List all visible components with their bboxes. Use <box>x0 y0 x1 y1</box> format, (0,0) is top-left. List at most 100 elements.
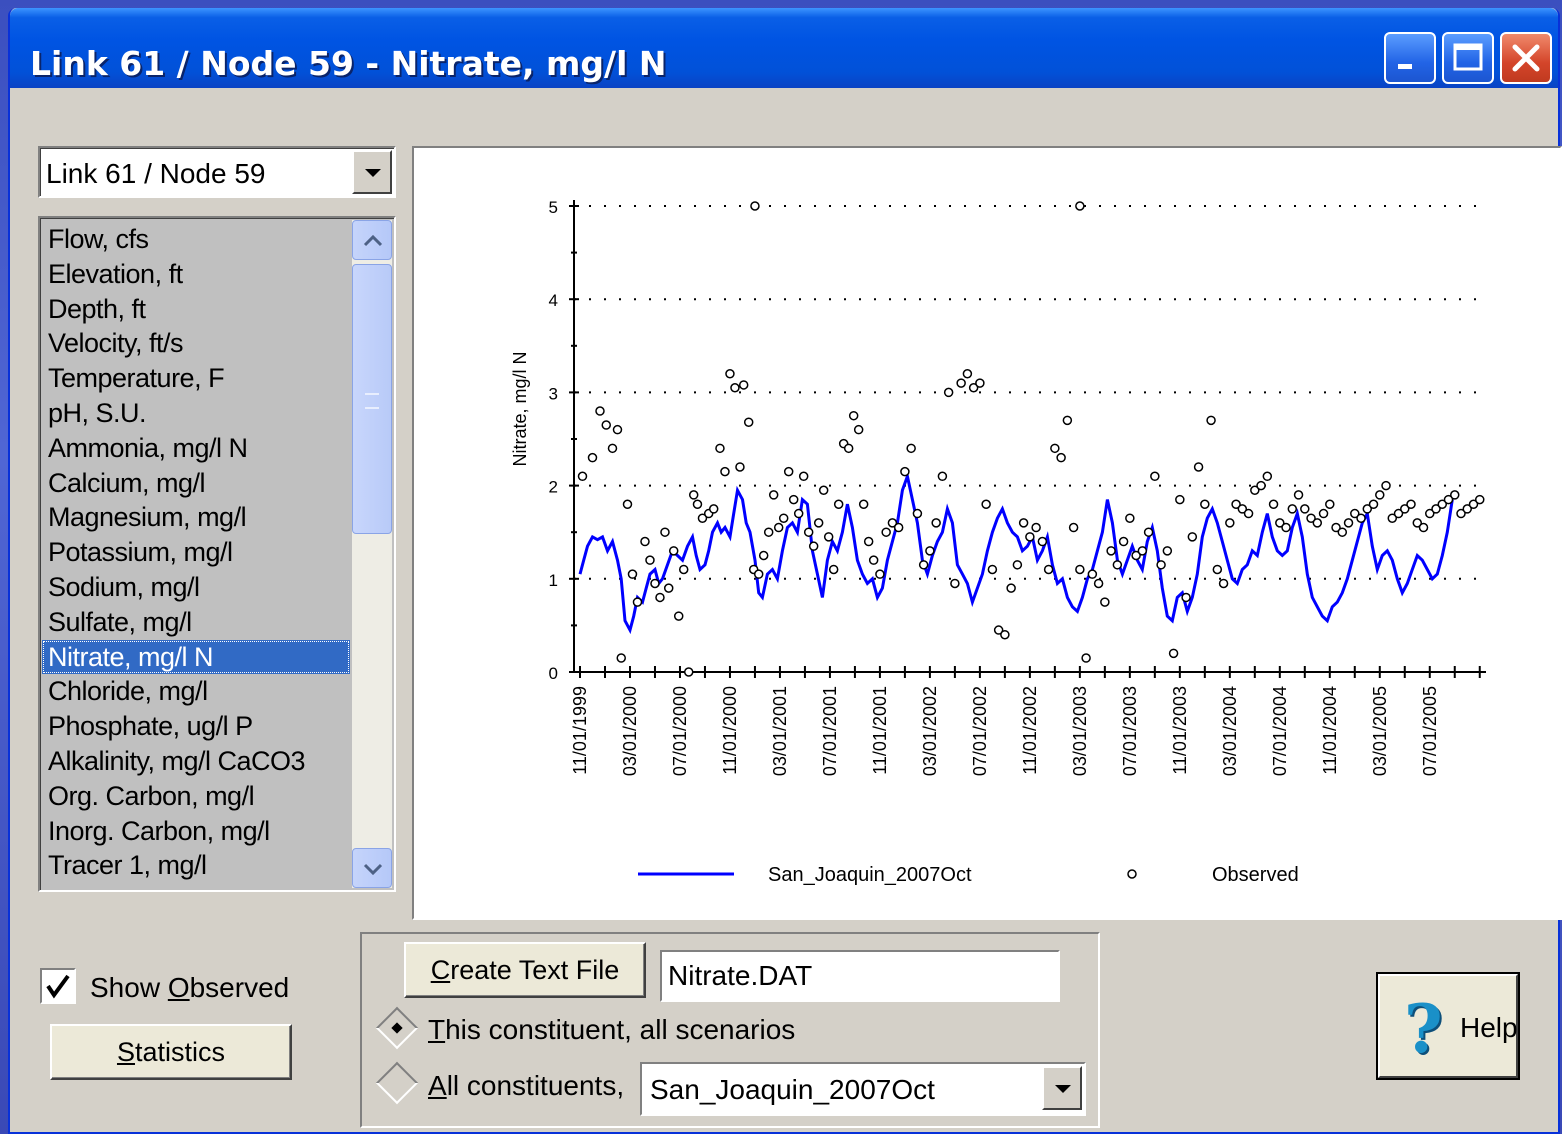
observed-point <box>1275 518 1285 528</box>
observed-point <box>1356 513 1366 523</box>
x-tick-label: 03/01/2002 <box>920 686 940 776</box>
observed-point <box>1456 508 1466 519</box>
scroll-down-button[interactable] <box>352 848 392 888</box>
observed-point <box>1306 513 1316 523</box>
constituent-list[interactable]: Flow, cfs Elevation, ft Depth, ft Velocity,… <box>38 216 396 892</box>
y-tick-label: 3 <box>549 384 558 403</box>
show-observed-checkbox[interactable] <box>40 968 76 1004</box>
observed-point <box>1437 499 1448 509</box>
filename-input[interactable]: Nitrate.DAT <box>660 950 1060 1002</box>
list-item[interactable]: Elevation, ft <box>48 258 183 289</box>
observed-point <box>1381 480 1391 491</box>
observed-point <box>808 541 819 551</box>
close-button[interactable] <box>1500 32 1552 84</box>
list-item[interactable]: pH, S.U. <box>48 397 147 428</box>
list-item[interactable]: Ammonia, mg/l N <box>48 432 248 463</box>
observed-point <box>778 513 789 523</box>
observed-point <box>1118 536 1129 547</box>
x-tick-label: 07/01/2004 <box>1270 686 1290 776</box>
observed-point <box>1125 513 1135 523</box>
x-tick-label: 11/01/2000 <box>720 686 740 775</box>
observed-point <box>678 564 689 575</box>
observed-point <box>788 494 799 505</box>
observed-point <box>673 611 684 621</box>
observed-point <box>1387 513 1398 523</box>
x-tick-label: 07/01/2002 <box>970 686 990 776</box>
observed-point <box>1168 648 1179 659</box>
observed-point <box>720 466 730 477</box>
list-item[interactable]: Inorg. Carbon, mg/l <box>48 815 270 846</box>
observed-point <box>1250 485 1260 496</box>
location-dropdown[interactable]: Link 61 / Node 59 <box>38 146 396 198</box>
x-tick-label: 11/01/2004 <box>1320 686 1340 775</box>
observed-point <box>743 417 754 427</box>
title-bar[interactable]: Link 61 / Node 59 - Nitrate, mg/l N <box>10 8 1558 88</box>
x-tick-label: 07/01/2005 <box>1420 686 1440 776</box>
minimize-icon <box>1398 64 1412 69</box>
list-scrollbar[interactable] <box>352 220 392 888</box>
statistics-button[interactable]: Statistics <box>50 1024 292 1080</box>
observed-point <box>1462 504 1473 514</box>
observed-point <box>1312 518 1323 528</box>
observed-point <box>1081 653 1091 663</box>
observed-point <box>912 508 923 519</box>
x-tick-label: 11/01/2003 <box>1170 686 1190 775</box>
create-text-file-button[interactable]: Create Text File <box>404 942 646 998</box>
legend-label-model: San_Joaquin_2007Oct <box>768 864 972 886</box>
list-item[interactable]: Magnesium, mg/l <box>48 502 247 533</box>
list-item[interactable]: Velocity, ft/s <box>48 328 184 359</box>
chevron-down-icon[interactable] <box>1042 1066 1082 1110</box>
observed-point <box>1243 508 1254 519</box>
help-button[interactable]: ? Help <box>1376 972 1520 1080</box>
y-tick-label: 4 <box>549 291 558 310</box>
observed-point <box>793 508 804 519</box>
observed-point <box>1075 201 1085 211</box>
observed-point <box>1100 597 1110 607</box>
observed-point <box>1175 494 1185 505</box>
observed-point <box>962 369 973 379</box>
list-item[interactable]: Depth, ft <box>48 293 146 324</box>
observed-point <box>956 378 966 388</box>
y-tick-label: 1 <box>549 571 558 590</box>
x-tick-label: 03/01/2003 <box>1070 686 1090 776</box>
list-item[interactable]: Temperature, F <box>48 363 225 394</box>
y-tick-label: 2 <box>549 478 558 497</box>
observed-point <box>975 378 985 388</box>
observed-point <box>750 201 760 211</box>
observed-point <box>1256 480 1266 491</box>
chevron-down-icon[interactable] <box>352 150 392 194</box>
observed-point <box>1143 527 1154 537</box>
list-item[interactable]: Nitrate, mg/l N <box>42 639 350 675</box>
scenario-dropdown[interactable]: San_Joaquin_2007Oct <box>640 1062 1086 1116</box>
help-label: Help <box>1460 1012 1518 1043</box>
list-item[interactable]: Sulfate, mg/l <box>48 606 192 637</box>
observed-point <box>813 518 824 528</box>
scroll-up-button[interactable] <box>352 220 392 260</box>
help-icon: ? <box>1404 990 1443 1068</box>
list-item[interactable]: Flow, cfs <box>48 224 149 254</box>
list-item[interactable]: Chloride, mg/l <box>48 676 208 707</box>
list-item[interactable]: Potassium, mg/l <box>48 537 233 568</box>
list-item[interactable]: Calcium, mg/l <box>48 467 206 498</box>
observed-point <box>1343 518 1354 528</box>
observed-point <box>823 532 834 542</box>
observed-point <box>1318 508 1329 519</box>
observed-point <box>1162 546 1173 556</box>
y-tick-label: 5 <box>549 198 558 217</box>
observed-point <box>1225 518 1235 528</box>
observed-point <box>798 471 809 482</box>
observed-point <box>627 569 638 579</box>
observed-point <box>1337 527 1348 537</box>
observed-point <box>848 410 859 421</box>
observed-point <box>663 583 674 593</box>
minimize-button[interactable] <box>1384 32 1436 84</box>
list-item[interactable]: Phosphate, ug/l P <box>48 711 253 742</box>
observed-point <box>1018 518 1029 528</box>
maximize-button[interactable] <box>1442 32 1494 84</box>
scrollbar-thumb[interactable] <box>352 264 392 534</box>
list-item[interactable]: Org. Carbon, mg/l <box>48 780 255 811</box>
list-item[interactable]: Tracer 1, mg/l <box>48 850 207 881</box>
list-item[interactable]: Sodium, mg/l <box>48 571 200 602</box>
observed-point <box>595 406 605 416</box>
list-item[interactable]: Alkalinity, mg/l CaCO3 <box>48 745 306 776</box>
